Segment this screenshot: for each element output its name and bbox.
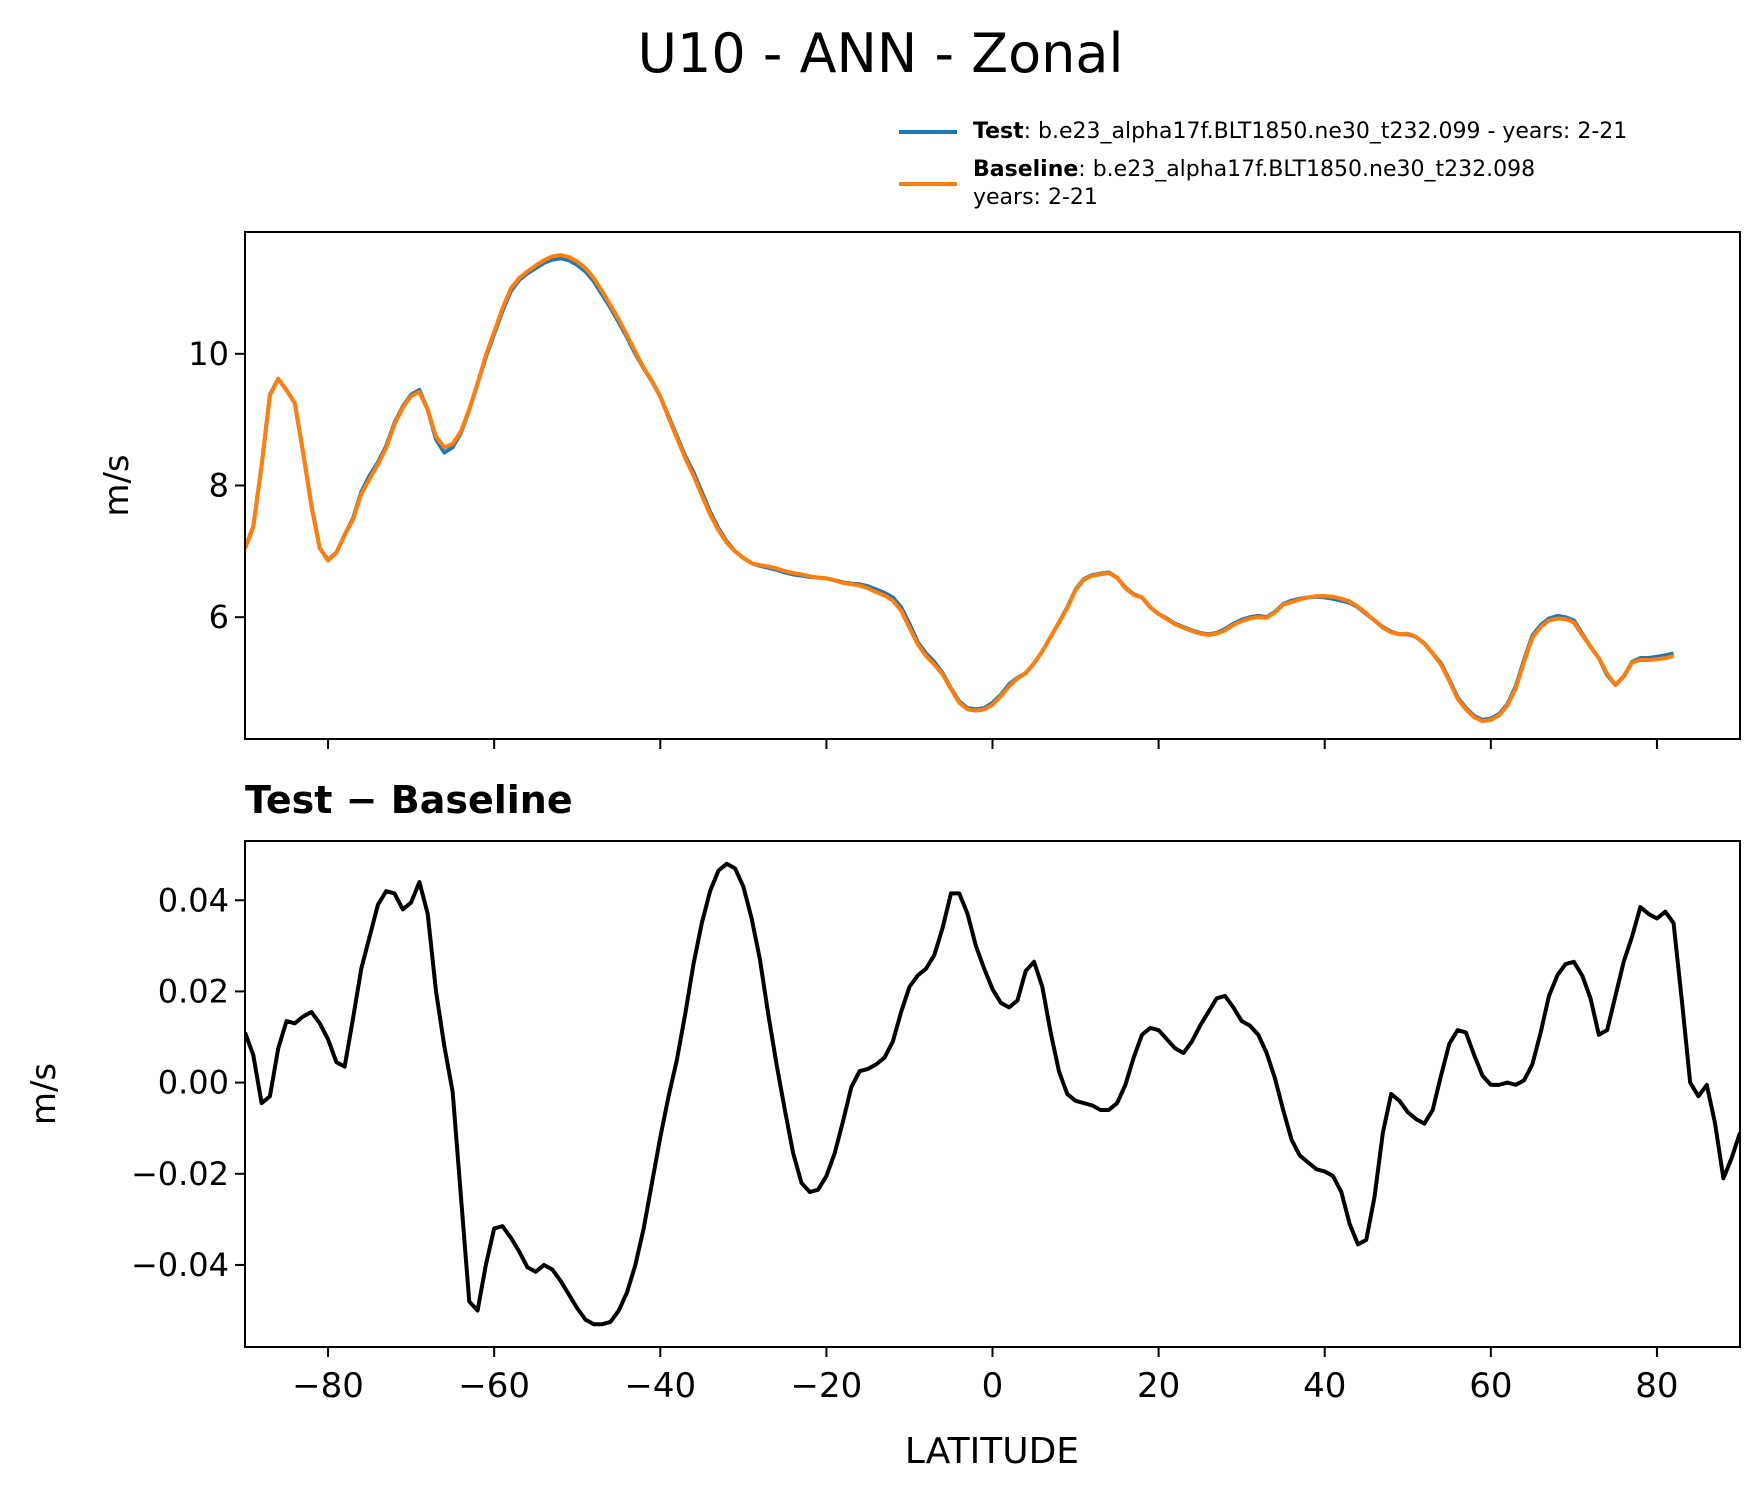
legend-entry-baseline: Baseline: b.e23_alpha17f.BLT1850.ne30_t2…	[893, 156, 1627, 212]
y-tick-label: 6	[209, 598, 229, 636]
x-tick-label: 80	[1635, 1366, 1678, 1406]
x-tick-label: −80	[292, 1366, 364, 1406]
y-tick-label: 0.04	[158, 881, 229, 919]
legend-sep-baseline: :	[1078, 157, 1093, 182]
legend-name-baseline: Baseline	[973, 157, 1079, 182]
legend-text2-baseline: years: 2-21	[973, 185, 1098, 210]
top-plot: 6 8 10 m/s	[97, 231, 1741, 749]
series-line-test	[245, 256, 1675, 722]
y-tick-label: 10	[188, 335, 229, 373]
bottom-plot: −0.04 −0.02 0.00 0.02 0.04 −80 −60 −40 −20 0 20 40 6…	[24, 840, 1741, 1406]
legend-name-test: Test	[973, 119, 1024, 144]
y-axis-label: m/s	[24, 1063, 64, 1125]
y-tick-label: −0.04	[131, 1246, 229, 1284]
x-tick-label: −60	[458, 1366, 530, 1406]
y-tick-label: 8	[209, 467, 229, 505]
figure-title: U10 - ANN - Zonal	[637, 22, 1124, 85]
x-axis-label: LATITUDE	[905, 1431, 1079, 1472]
series-line-baseline	[245, 253, 1675, 724]
x-tick-label: −40	[624, 1366, 696, 1406]
legend-text-test: b.e23_alpha17f.BLT1850.ne30_t232.099 - y…	[1038, 119, 1628, 144]
axes-frame	[244, 840, 1741, 1348]
axes-frame	[244, 231, 1741, 740]
x-tick-label: 20	[1137, 1366, 1180, 1406]
y-tick-label: −0.02	[131, 1155, 229, 1193]
legend-entry-test: Test: b.e23_alpha17f.BLT1850.ne30_t232.0…	[893, 118, 1627, 146]
y-tick-label: 0.02	[158, 972, 229, 1010]
legend-swatch-test	[899, 130, 957, 134]
x-tick-label: 60	[1469, 1366, 1512, 1406]
series-line-difference	[245, 861, 1740, 1327]
x-tick-label: 40	[1303, 1366, 1346, 1406]
legend: Test: b.e23_alpha17f.BLT1850.ne30_t232.0…	[893, 118, 1627, 212]
x-tick-label: 0	[982, 1366, 1004, 1406]
y-axis-label: m/s	[97, 454, 137, 516]
legend-sep-test: :	[1023, 119, 1039, 144]
difference-plot-title: Test − Baseline	[245, 778, 573, 822]
legend-swatch-baseline	[899, 182, 957, 186]
legend-text-baseline: b.e23_alpha17f.BLT1850.ne30_t232.098	[1092, 157, 1536, 182]
y-tick-label: 0.00	[158, 1064, 229, 1102]
x-tick-label: −20	[791, 1366, 863, 1406]
